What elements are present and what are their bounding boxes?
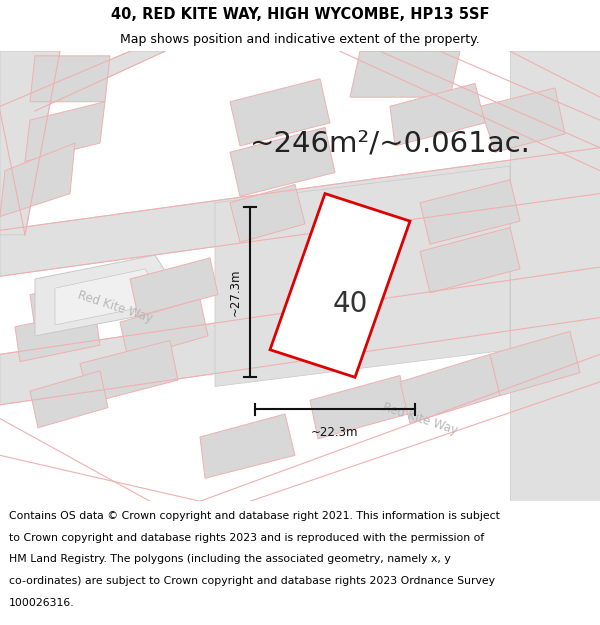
- Polygon shape: [310, 376, 408, 439]
- Text: Contains OS data © Crown copyright and database right 2021. This information is : Contains OS data © Crown copyright and d…: [9, 511, 500, 521]
- Polygon shape: [0, 267, 600, 405]
- Polygon shape: [55, 269, 165, 325]
- Text: Red Kite Way: Red Kite Way: [76, 288, 154, 325]
- Polygon shape: [480, 88, 565, 152]
- Text: co-ordinates) are subject to Crown copyright and database rights 2023 Ordnance S: co-ordinates) are subject to Crown copyr…: [9, 576, 495, 586]
- Polygon shape: [390, 83, 485, 146]
- Polygon shape: [420, 228, 520, 292]
- Text: to Crown copyright and database rights 2023 and is reproduced with the permissio: to Crown copyright and database rights 2…: [9, 532, 484, 542]
- Polygon shape: [400, 354, 500, 423]
- Polygon shape: [0, 143, 75, 216]
- Text: Red Kite Way: Red Kite Way: [381, 401, 459, 437]
- Polygon shape: [130, 258, 218, 316]
- Polygon shape: [200, 414, 295, 478]
- Text: ~22.3m: ~22.3m: [311, 426, 359, 439]
- Text: 40, RED KITE WAY, HIGH WYCOMBE, HP13 5SF: 40, RED KITE WAY, HIGH WYCOMBE, HP13 5SF: [111, 7, 489, 22]
- Polygon shape: [30, 56, 110, 102]
- Polygon shape: [25, 102, 105, 161]
- Polygon shape: [80, 341, 178, 403]
- Polygon shape: [0, 148, 600, 276]
- Polygon shape: [350, 51, 460, 97]
- Text: 40: 40: [332, 290, 368, 318]
- Polygon shape: [420, 180, 520, 244]
- Polygon shape: [30, 371, 108, 428]
- Polygon shape: [0, 51, 165, 111]
- Polygon shape: [120, 299, 208, 359]
- Text: ~246m²/~0.061ac.: ~246m²/~0.061ac.: [250, 129, 530, 157]
- Polygon shape: [35, 255, 180, 336]
- Polygon shape: [510, 51, 600, 501]
- Polygon shape: [230, 184, 305, 242]
- Polygon shape: [0, 51, 60, 235]
- Polygon shape: [270, 194, 410, 378]
- Polygon shape: [30, 278, 115, 329]
- Polygon shape: [15, 310, 100, 362]
- Text: ~27.3m: ~27.3m: [229, 269, 241, 316]
- Polygon shape: [215, 166, 510, 386]
- Polygon shape: [230, 79, 330, 146]
- Text: Map shows position and indicative extent of the property.: Map shows position and indicative extent…: [120, 34, 480, 46]
- Text: HM Land Registry. The polygons (including the associated geometry, namely x, y: HM Land Registry. The polygons (includin…: [9, 554, 451, 564]
- Polygon shape: [230, 127, 335, 196]
- Text: 100026316.: 100026316.: [9, 598, 74, 608]
- Polygon shape: [490, 331, 580, 396]
